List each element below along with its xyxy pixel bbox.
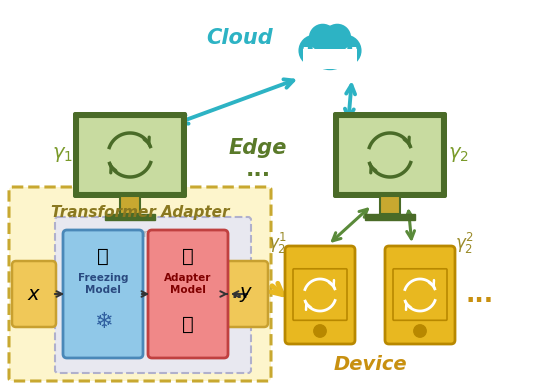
Circle shape	[320, 31, 340, 52]
Text: ...: ...	[246, 160, 271, 180]
Bar	[365, 214, 415, 220]
FancyBboxPatch shape	[285, 246, 355, 344]
FancyBboxPatch shape	[338, 117, 442, 193]
FancyBboxPatch shape	[78, 117, 182, 193]
Circle shape	[310, 28, 350, 68]
Text: 🔥: 🔥	[182, 314, 194, 333]
Bar	[303, 47, 357, 68]
Bar	[120, 196, 140, 214]
FancyBboxPatch shape	[9, 187, 271, 381]
Text: ...: ...	[466, 283, 494, 307]
Text: ❄: ❄	[93, 312, 112, 332]
FancyBboxPatch shape	[73, 112, 187, 198]
FancyBboxPatch shape	[333, 112, 447, 198]
FancyBboxPatch shape	[55, 217, 251, 373]
Text: 🔓: 🔓	[182, 247, 194, 265]
Text: $\gamma_2$: $\gamma_2$	[448, 146, 468, 164]
FancyBboxPatch shape	[293, 269, 347, 320]
Circle shape	[311, 26, 334, 49]
Circle shape	[414, 325, 426, 337]
Circle shape	[326, 26, 349, 49]
Text: Freezing
Model: Freezing Model	[78, 273, 129, 295]
Text: ...: ...	[232, 286, 248, 301]
Text: Cloud: Cloud	[207, 28, 273, 48]
Text: $\gamma_2^1$: $\gamma_2^1$	[268, 230, 287, 255]
Text: Transformer Adapter: Transformer Adapter	[51, 205, 229, 220]
Text: 🔒: 🔒	[97, 247, 109, 265]
Text: Adapter
Model: Adapter Model	[164, 273, 212, 295]
Text: Transformer Block: Transformer Block	[103, 229, 204, 239]
Text: Device: Device	[333, 356, 407, 374]
FancyBboxPatch shape	[63, 230, 143, 358]
Text: $\mathbf{\mathit{y}}$: $\mathbf{\mathit{y}}$	[239, 285, 253, 303]
Bar	[380, 196, 400, 214]
Text: $\gamma_2^2$: $\gamma_2^2$	[455, 230, 474, 255]
Circle shape	[301, 37, 328, 64]
Circle shape	[314, 325, 326, 337]
Bar	[105, 214, 155, 220]
FancyBboxPatch shape	[393, 269, 447, 320]
FancyBboxPatch shape	[385, 246, 455, 344]
Text: $\gamma_1$: $\gamma_1$	[51, 146, 72, 164]
Text: $\mathbf{\mathit{x}}$: $\mathbf{\mathit{x}}$	[27, 285, 41, 303]
FancyBboxPatch shape	[224, 261, 268, 327]
Text: Edge: Edge	[229, 138, 287, 158]
FancyBboxPatch shape	[148, 230, 228, 358]
Bar	[303, 48, 357, 70]
FancyBboxPatch shape	[12, 261, 56, 327]
Circle shape	[332, 37, 359, 64]
